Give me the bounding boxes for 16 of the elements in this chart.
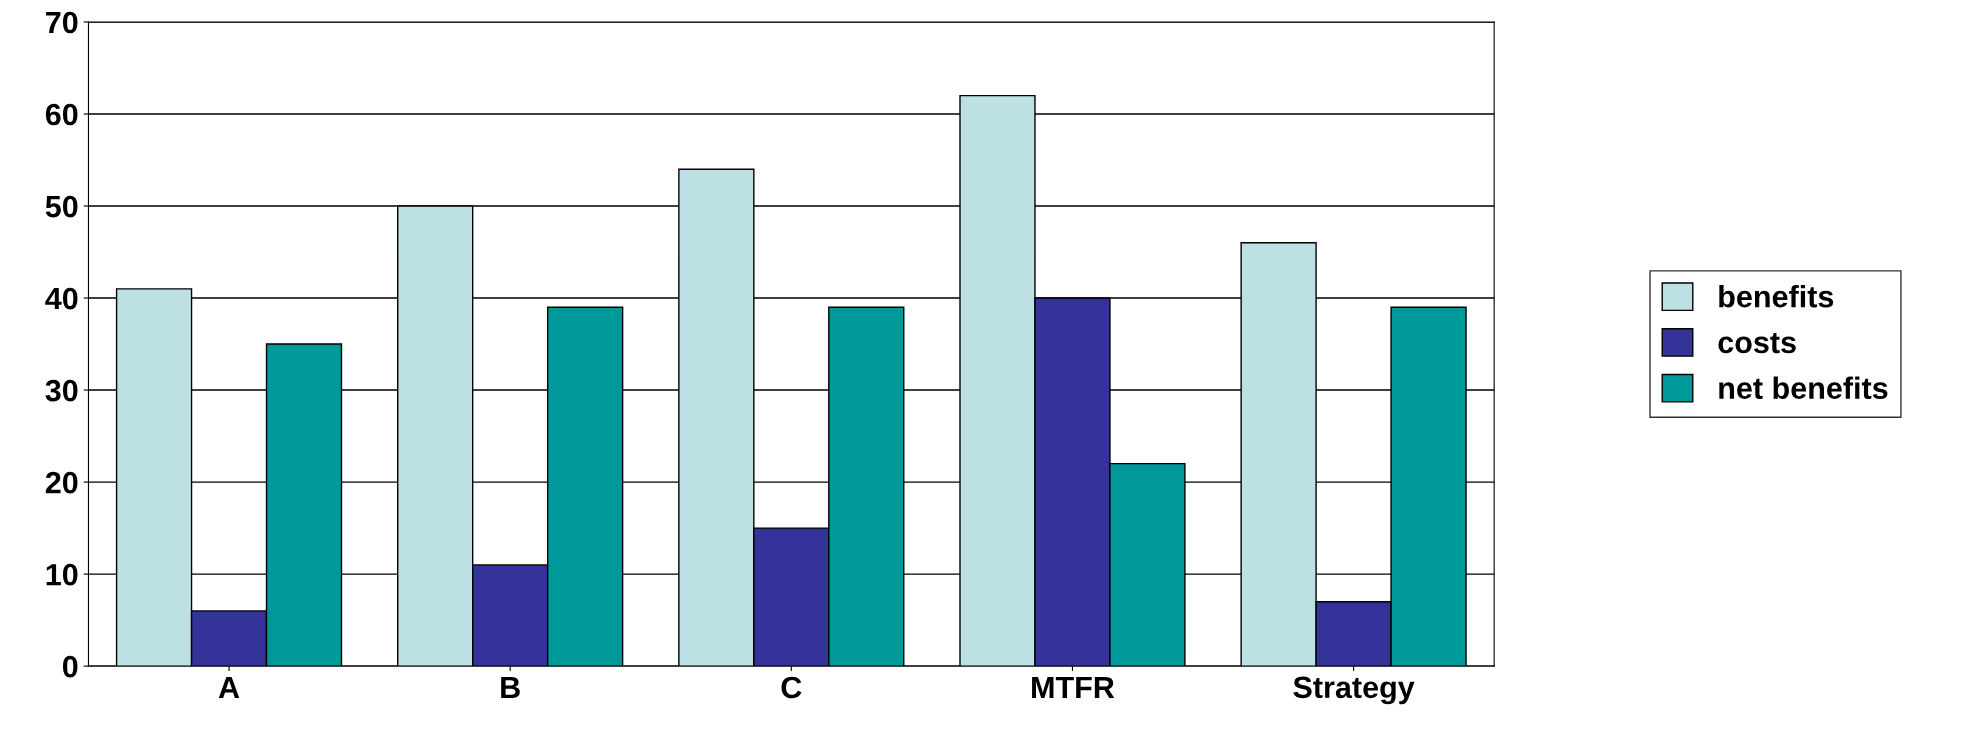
x-tick-label: Strategy — [1293, 676, 1415, 705]
x-tick-label: C — [781, 676, 802, 699]
y-tick-label: 50 — [45, 195, 78, 218]
legend-label: benefits — [1719, 285, 1834, 308]
y-tick-label: 60 — [45, 103, 78, 126]
x-tick-label: A — [218, 676, 240, 698]
y-tick-label: 0 — [62, 655, 78, 678]
x-tick-label: B — [501, 676, 520, 698]
legend-label: net benefits — [1719, 376, 1888, 399]
x-tick-label: MTFR — [1032, 676, 1115, 698]
y-tick-label: 70 — [46, 11, 78, 34]
y-tick-label: 10 — [46, 563, 78, 586]
legend-label: costs — [1718, 333, 1796, 354]
y-tick-label: 30 — [45, 379, 78, 402]
y-tick-label: 40 — [45, 287, 78, 310]
y-tick-label: 20 — [45, 471, 78, 494]
